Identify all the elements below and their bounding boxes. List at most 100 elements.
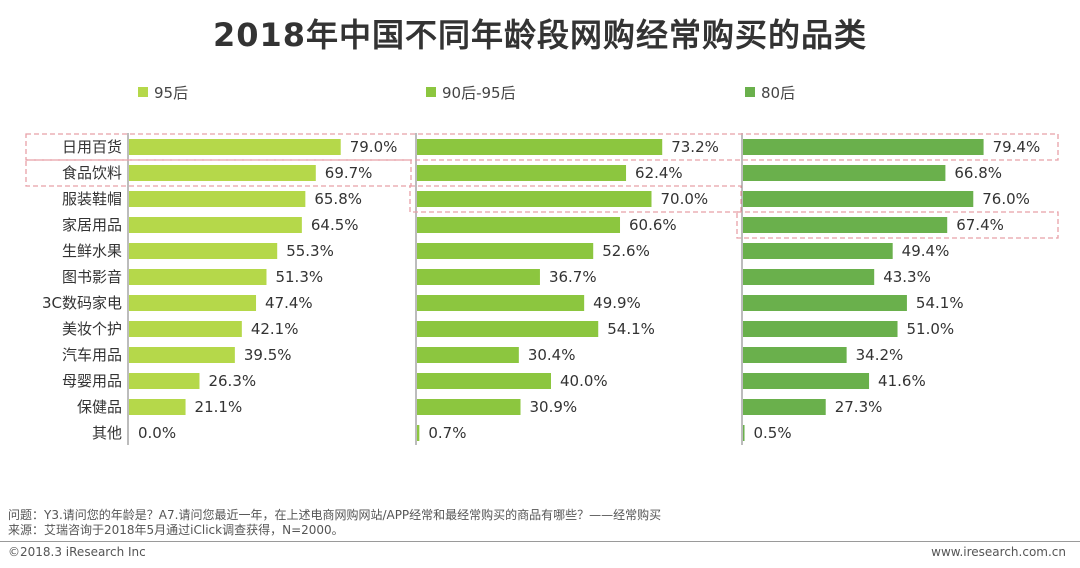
bar bbox=[417, 399, 521, 415]
category-label: 家居用品 bbox=[62, 216, 122, 234]
category-label: 服装鞋帽 bbox=[62, 190, 122, 208]
legend-swatch bbox=[745, 87, 755, 97]
data-label: 30.9% bbox=[530, 398, 578, 416]
data-label: 79.4% bbox=[993, 138, 1041, 156]
data-label: 47.4% bbox=[265, 294, 313, 312]
data-label: 0.5% bbox=[754, 424, 792, 442]
data-label: 40.0% bbox=[560, 372, 608, 390]
website-link[interactable]: www.iresearch.com.cn bbox=[931, 545, 1066, 559]
bar bbox=[129, 243, 278, 259]
bar bbox=[743, 399, 826, 415]
data-label: 52.6% bbox=[602, 242, 650, 260]
bar bbox=[417, 295, 585, 311]
data-label: 26.3% bbox=[208, 372, 256, 390]
data-label: 54.1% bbox=[607, 320, 655, 338]
data-label: 76.0% bbox=[982, 190, 1030, 208]
data-label: 51.3% bbox=[275, 268, 323, 286]
data-label: 34.2% bbox=[856, 346, 904, 364]
data-label: 30.4% bbox=[528, 346, 576, 364]
bar bbox=[743, 295, 907, 311]
bar bbox=[743, 373, 870, 389]
data-label: 55.3% bbox=[286, 242, 334, 260]
data-label: 43.3% bbox=[883, 268, 931, 286]
bar bbox=[417, 139, 663, 155]
bar bbox=[417, 321, 599, 337]
bar bbox=[129, 191, 306, 207]
bar bbox=[743, 425, 745, 441]
data-label: 54.1% bbox=[916, 294, 964, 312]
bar bbox=[417, 347, 519, 363]
highlight-box bbox=[409, 185, 742, 213]
data-label: 39.5% bbox=[244, 346, 292, 364]
bar bbox=[129, 373, 200, 389]
legend-label: 90后-95后 bbox=[442, 84, 516, 102]
highlight-box bbox=[25, 159, 412, 187]
highlight-box bbox=[25, 133, 1059, 161]
bar bbox=[417, 269, 540, 285]
category-label: 生鲜水果 bbox=[62, 242, 122, 260]
legend-label: 80后 bbox=[761, 84, 795, 102]
legend-label: 95后 bbox=[154, 84, 188, 102]
copyright-text: ©2018.3 iResearch Inc bbox=[8, 545, 146, 559]
data-label: 67.4% bbox=[956, 216, 1004, 234]
category-label: 日用百货 bbox=[62, 138, 122, 156]
highlight-box bbox=[736, 211, 1059, 239]
footer-divider bbox=[0, 541, 1080, 542]
category-label: 3C数码家电 bbox=[42, 294, 122, 312]
legend-swatch bbox=[426, 87, 436, 97]
data-label: 0.7% bbox=[428, 424, 466, 442]
category-label: 食品饮料 bbox=[62, 164, 122, 182]
bar bbox=[129, 399, 186, 415]
bar bbox=[743, 217, 948, 233]
bar bbox=[743, 243, 893, 259]
source-note: 来源：艾瑞咨询于2018年5月通过iClick调查获得，N=2000。 bbox=[8, 523, 344, 537]
bar bbox=[417, 191, 652, 207]
data-label: 21.1% bbox=[195, 398, 243, 416]
data-label: 69.7% bbox=[325, 164, 373, 182]
data-label: 51.0% bbox=[907, 320, 955, 338]
category-label: 图书影音 bbox=[62, 268, 122, 286]
bar bbox=[417, 217, 621, 233]
bar bbox=[129, 217, 302, 233]
bar bbox=[129, 321, 242, 337]
legend-swatch bbox=[138, 87, 148, 97]
data-label: 64.5% bbox=[311, 216, 359, 234]
data-label: 49.4% bbox=[902, 242, 950, 260]
category-label: 其他 bbox=[92, 424, 122, 442]
bar bbox=[743, 191, 974, 207]
data-label: 60.6% bbox=[629, 216, 677, 234]
category-label: 汽车用品 bbox=[62, 346, 122, 364]
bar bbox=[417, 165, 627, 181]
data-label: 42.1% bbox=[251, 320, 299, 338]
data-label: 62.4% bbox=[635, 164, 683, 182]
category-label: 保健品 bbox=[77, 398, 122, 416]
data-label: 41.6% bbox=[878, 372, 926, 390]
bar bbox=[417, 425, 420, 441]
data-label: 36.7% bbox=[549, 268, 597, 286]
bar bbox=[129, 347, 235, 363]
bar bbox=[129, 269, 267, 285]
bar bbox=[417, 243, 594, 259]
bar bbox=[743, 139, 984, 155]
bar bbox=[743, 347, 847, 363]
data-label: 0.0% bbox=[138, 424, 176, 442]
data-label: 65.8% bbox=[314, 190, 362, 208]
bar bbox=[129, 139, 341, 155]
bar bbox=[129, 165, 316, 181]
data-label: 73.2% bbox=[671, 138, 719, 156]
data-label: 70.0% bbox=[661, 190, 709, 208]
data-label: 79.0% bbox=[350, 138, 398, 156]
bar bbox=[743, 321, 898, 337]
bar bbox=[743, 165, 946, 181]
data-label: 49.9% bbox=[593, 294, 641, 312]
data-label: 27.3% bbox=[835, 398, 883, 416]
data-label: 66.8% bbox=[954, 164, 1002, 182]
question-note: 问题：Y3.请问您的年龄是？A7.请问您最近一年，在上述电商网购网站/APP经常… bbox=[8, 508, 662, 522]
chart-title: 2018年中国不同年龄段网购经常购买的品类 bbox=[212, 16, 868, 54]
bar bbox=[129, 295, 257, 311]
category-label: 美妆个护 bbox=[62, 320, 122, 338]
bar bbox=[417, 373, 551, 389]
category-label: 母婴用品 bbox=[62, 372, 122, 390]
